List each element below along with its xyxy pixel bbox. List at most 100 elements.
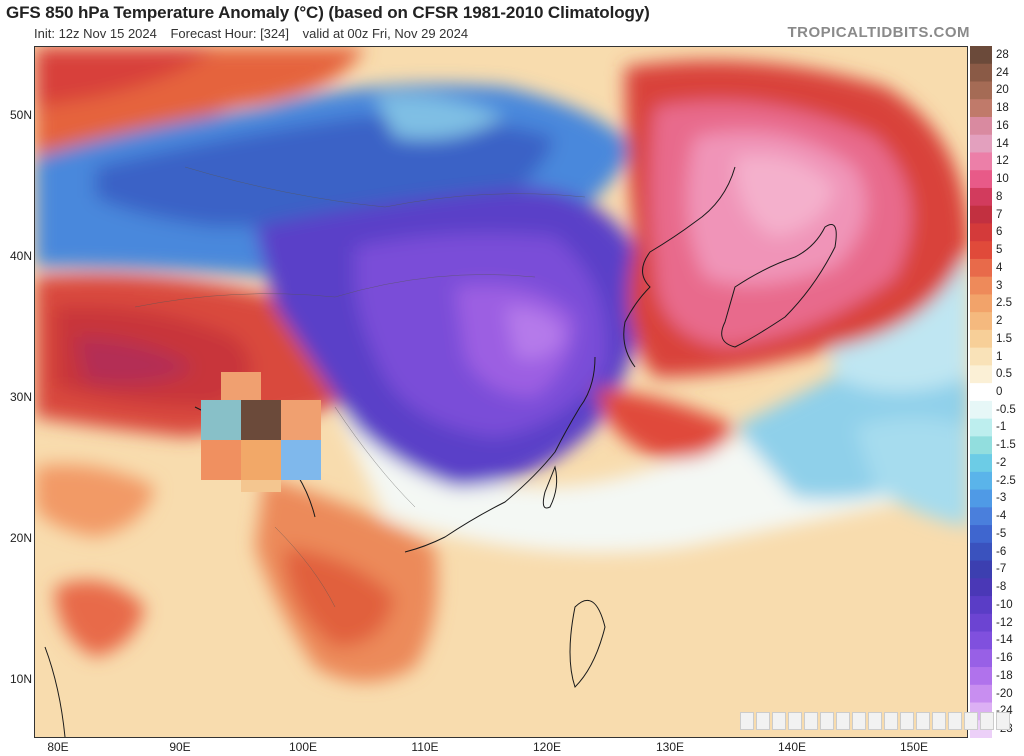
colorbar-swatch [970, 134, 992, 153]
colorbar-swatch [970, 241, 992, 260]
forecast-hour: Forecast Hour: [324] [170, 26, 289, 41]
lat-label-30n: 30N [9, 390, 32, 404]
lon-label-150e: 150E [899, 740, 929, 754]
colorbar-swatch [970, 152, 992, 171]
lat-label-40n: 40N [9, 249, 32, 263]
colorbar-swatch [970, 578, 992, 597]
colorbar-swatch [970, 560, 992, 579]
lat-label-10n: 10N [9, 672, 32, 686]
colorbar-tick-label: -3 [996, 492, 1007, 505]
colorbar-tick-label: -10 [996, 598, 1013, 611]
map-subtitle: Init: 12z Nov 15 2024 Forecast Hour: [32… [34, 26, 478, 41]
colorbar-swatch [970, 471, 992, 491]
colorbar-tick-label: -1.5 [996, 439, 1016, 452]
colorbar-swatch [970, 81, 992, 100]
colorbar-tick-label: -16 [996, 652, 1013, 665]
colorbar-swatch [970, 383, 992, 402]
lat-label-20n: 20N [9, 531, 32, 545]
colorbar-swatch [970, 347, 992, 366]
colorbar-tick-label: -4 [996, 510, 1007, 523]
colorbar-tick-label: -7 [996, 563, 1007, 576]
colorbar-swatch [970, 596, 992, 615]
colorbar-swatch [970, 294, 992, 313]
colorbar-swatch [970, 454, 992, 473]
watermark: TROPICALTIDBITS.COM [787, 24, 970, 41]
colorbar-tick-label: -8 [996, 581, 1007, 594]
colorbar-swatch [970, 187, 992, 207]
colorbar-swatch [970, 489, 992, 508]
colorbar-swatch [970, 613, 992, 633]
colorbar-swatch [970, 649, 992, 668]
colorbar-tick-label: 18 [996, 102, 1009, 115]
colorbar-tick-label: -1 [996, 421, 1007, 434]
lon-label-140e: 140E [777, 740, 807, 754]
colorbar-tick-label: 5 [996, 244, 1003, 257]
colorbar-tick-label: -12 [996, 616, 1013, 629]
colorbar-tick-label: 10 [996, 173, 1009, 186]
colorbar-tick-label: 14 [996, 137, 1009, 150]
colorbar-swatch [970, 170, 992, 189]
colorbar [970, 46, 992, 738]
redacted-area [201, 372, 321, 492]
map-title: GFS 850 hPa Temperature Anomaly (°C) (ba… [6, 3, 650, 22]
colorbar-swatch [970, 329, 992, 349]
init-time: Init: 12z Nov 15 2024 [34, 26, 157, 41]
lat-label-50n: 50N [9, 108, 32, 122]
colorbar-swatch [970, 312, 992, 331]
colorbar-tick-label: -2.5 [996, 474, 1016, 487]
colorbar-swatch [970, 63, 992, 82]
colorbar-tick-label: -0.5 [996, 403, 1016, 416]
colorbar-tick-label: -2 [996, 456, 1007, 469]
lon-label-110e: 110E [411, 740, 439, 754]
valid-time: valid at 00z Fri, Nov 29 2024 [302, 26, 469, 41]
lon-label-100e: 100E [288, 740, 318, 754]
colorbar-swatch [970, 400, 992, 420]
colorbar-tick-label: -5 [996, 527, 1007, 540]
colorbar-swatch [970, 507, 992, 526]
lon-label-120e: 120E [532, 740, 562, 754]
colorbar-tick-label: 3 [996, 279, 1003, 292]
redacted-signature [740, 712, 1010, 730]
anomaly-field [35, 47, 967, 737]
colorbar-tick-label: 2 [996, 315, 1003, 328]
colorbar-tick-label: 2.5 [996, 297, 1012, 310]
colorbar-swatch [970, 258, 992, 278]
colorbar-swatches [970, 46, 992, 738]
colorbar-swatch [970, 418, 992, 437]
colorbar-tick-label: 7 [996, 208, 1003, 221]
colorbar-tick-label: 28 [996, 48, 1009, 61]
colorbar-tick-label: -18 [996, 669, 1013, 682]
colorbar-tick-label: -6 [996, 545, 1007, 558]
colorbar-tick-label: 6 [996, 226, 1003, 239]
colorbar-swatch [970, 365, 992, 384]
colorbar-swatch [970, 684, 992, 704]
colorbar-tick-label: -14 [996, 634, 1013, 647]
colorbar-tick-label: 12 [996, 155, 1009, 168]
colorbar-swatch [970, 276, 992, 295]
colorbar-tick-label: 1.5 [996, 332, 1012, 345]
colorbar-tick-label: 16 [996, 119, 1009, 132]
lon-label-130e: 130E [655, 740, 685, 754]
colorbar-swatch [970, 116, 992, 136]
colorbar-swatch [970, 542, 992, 562]
colorbar-tick-label: 0.5 [996, 368, 1012, 381]
colorbar-swatch [970, 525, 992, 544]
colorbar-tick-label: 0 [996, 386, 1003, 398]
colorbar-swatch [970, 436, 992, 455]
lon-label-90e: 90E [169, 740, 191, 754]
colorbar-tick-label: -20 [996, 687, 1013, 700]
anomaly-map [34, 46, 968, 738]
colorbar-swatch [970, 46, 992, 65]
colorbar-swatch [970, 631, 992, 650]
colorbar-swatch [970, 667, 992, 686]
colorbar-tick-label: 1 [996, 350, 1003, 363]
colorbar-tick-label: 20 [996, 84, 1009, 97]
colorbar-swatch [970, 99, 992, 118]
colorbar-swatch [970, 223, 992, 242]
anomaly-shading [35, 47, 967, 682]
colorbar-swatch [970, 205, 992, 224]
colorbar-tick-label: 4 [996, 261, 1003, 274]
colorbar-tick-label: 8 [996, 190, 1003, 203]
colorbar-tick-label: 24 [996, 66, 1009, 79]
lon-label-80e: 80E [47, 740, 69, 754]
